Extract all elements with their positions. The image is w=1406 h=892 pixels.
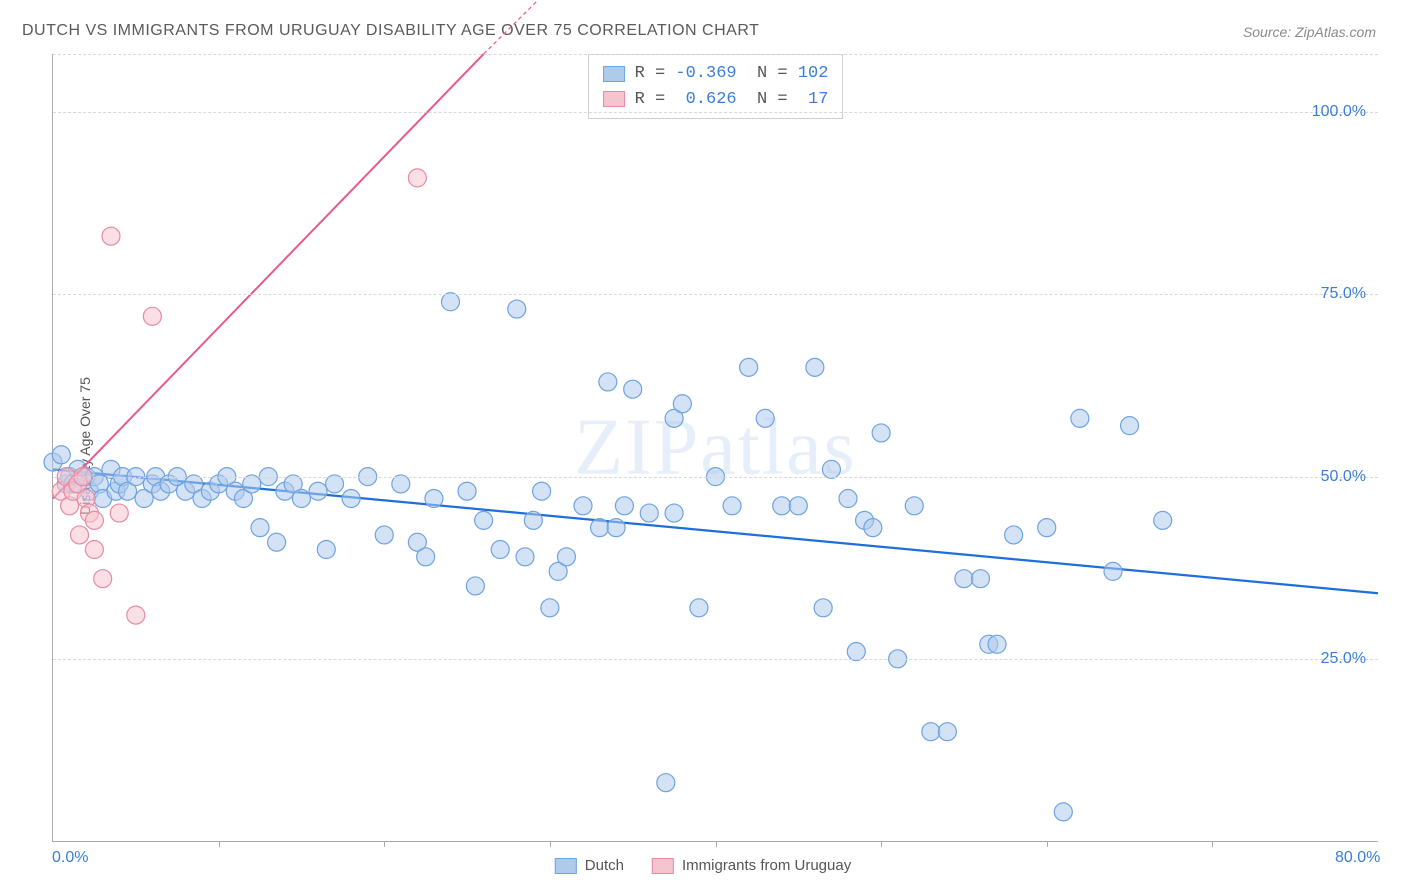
data-point (417, 548, 435, 566)
data-point (657, 774, 675, 792)
bottom-legend: Dutch Immigrants from Uruguay (555, 857, 851, 874)
data-point (268, 533, 286, 551)
x-tick-mark (1047, 841, 1048, 847)
y-tick-label: 75.0% (1321, 285, 1366, 303)
gridline (53, 659, 1378, 660)
data-point (292, 490, 310, 508)
data-point (317, 541, 335, 559)
x-tick-mark (550, 841, 551, 847)
data-point (1154, 511, 1172, 529)
data-point (524, 511, 542, 529)
x-tick-mark (716, 841, 717, 847)
data-point (1054, 803, 1072, 821)
data-point (607, 519, 625, 537)
data-point (1071, 409, 1089, 427)
data-point (458, 482, 476, 500)
stats-text: R = 0.626 N = 17 (635, 87, 829, 113)
data-point (375, 526, 393, 544)
data-point (905, 497, 923, 515)
data-point (640, 504, 658, 522)
legend-swatch (555, 858, 577, 874)
x-tick-label: 80.0% (1335, 849, 1380, 867)
data-point (1038, 519, 1056, 537)
data-point (723, 497, 741, 515)
data-point (533, 482, 551, 500)
x-tick-mark (1212, 841, 1213, 847)
data-point (615, 497, 633, 515)
chart-title: DUTCH VS IMMIGRANTS FROM URUGUAY DISABIL… (22, 22, 759, 40)
y-tick-label: 100.0% (1312, 103, 1366, 121)
stats-text: R = -0.369 N = 102 (635, 61, 829, 87)
legend-item: Dutch (555, 857, 624, 874)
scatter-svg (53, 54, 1378, 841)
gridline (53, 112, 1378, 113)
data-point (988, 635, 1006, 653)
x-tick-label: 0.0% (52, 849, 88, 867)
data-point (408, 169, 426, 187)
data-point (599, 373, 617, 391)
gridline (53, 294, 1378, 295)
stats-legend: R = -0.369 N = 102R = 0.626 N = 17 (588, 54, 844, 119)
data-point (85, 511, 103, 529)
data-point (71, 526, 89, 544)
data-point (839, 490, 857, 508)
data-point (806, 358, 824, 376)
gridline (53, 54, 1378, 55)
data-point (52, 446, 70, 464)
x-tick-mark (881, 841, 882, 847)
data-point (814, 599, 832, 617)
data-point (425, 490, 443, 508)
data-point (740, 358, 758, 376)
data-point (872, 424, 890, 442)
data-point (557, 548, 575, 566)
data-point (94, 570, 112, 588)
stats-row: R = 0.626 N = 17 (603, 87, 829, 113)
legend-swatch (603, 91, 625, 107)
data-point (864, 519, 882, 537)
data-point (475, 511, 493, 529)
y-tick-label: 25.0% (1321, 650, 1366, 668)
data-point (508, 300, 526, 318)
data-point (1005, 526, 1023, 544)
data-point (789, 497, 807, 515)
data-point (922, 723, 940, 741)
data-point (110, 504, 128, 522)
data-point (491, 541, 509, 559)
legend-swatch (652, 858, 674, 874)
data-point (466, 577, 484, 595)
data-point (1104, 562, 1122, 580)
legend-label: Immigrants from Uruguay (682, 857, 851, 874)
gridline (53, 477, 1378, 478)
legend-label: Dutch (585, 857, 624, 874)
data-point (673, 395, 691, 413)
data-point (309, 482, 327, 500)
data-point (102, 227, 120, 245)
legend-item: Immigrants from Uruguay (652, 857, 851, 874)
data-point (143, 307, 161, 325)
data-point (516, 548, 534, 566)
data-point (251, 519, 269, 537)
x-tick-mark (384, 841, 385, 847)
stats-row: R = -0.369 N = 102 (603, 61, 829, 87)
source-credit: Source: ZipAtlas.com (1243, 24, 1376, 40)
legend-swatch (603, 66, 625, 82)
data-point (665, 504, 683, 522)
data-point (574, 497, 592, 515)
y-tick-label: 50.0% (1321, 468, 1366, 486)
data-point (773, 497, 791, 515)
plot-area: ZIPatlas R = -0.369 N = 102R = 0.626 N =… (52, 54, 1378, 842)
data-point (955, 570, 973, 588)
data-point (541, 599, 559, 617)
data-point (85, 541, 103, 559)
data-point (591, 519, 609, 537)
data-point (938, 723, 956, 741)
data-point (1121, 417, 1139, 435)
data-point (342, 490, 360, 508)
data-point (690, 599, 708, 617)
data-point (972, 570, 990, 588)
data-point (127, 606, 145, 624)
data-point (756, 409, 774, 427)
data-point (624, 380, 642, 398)
x-tick-mark (219, 841, 220, 847)
